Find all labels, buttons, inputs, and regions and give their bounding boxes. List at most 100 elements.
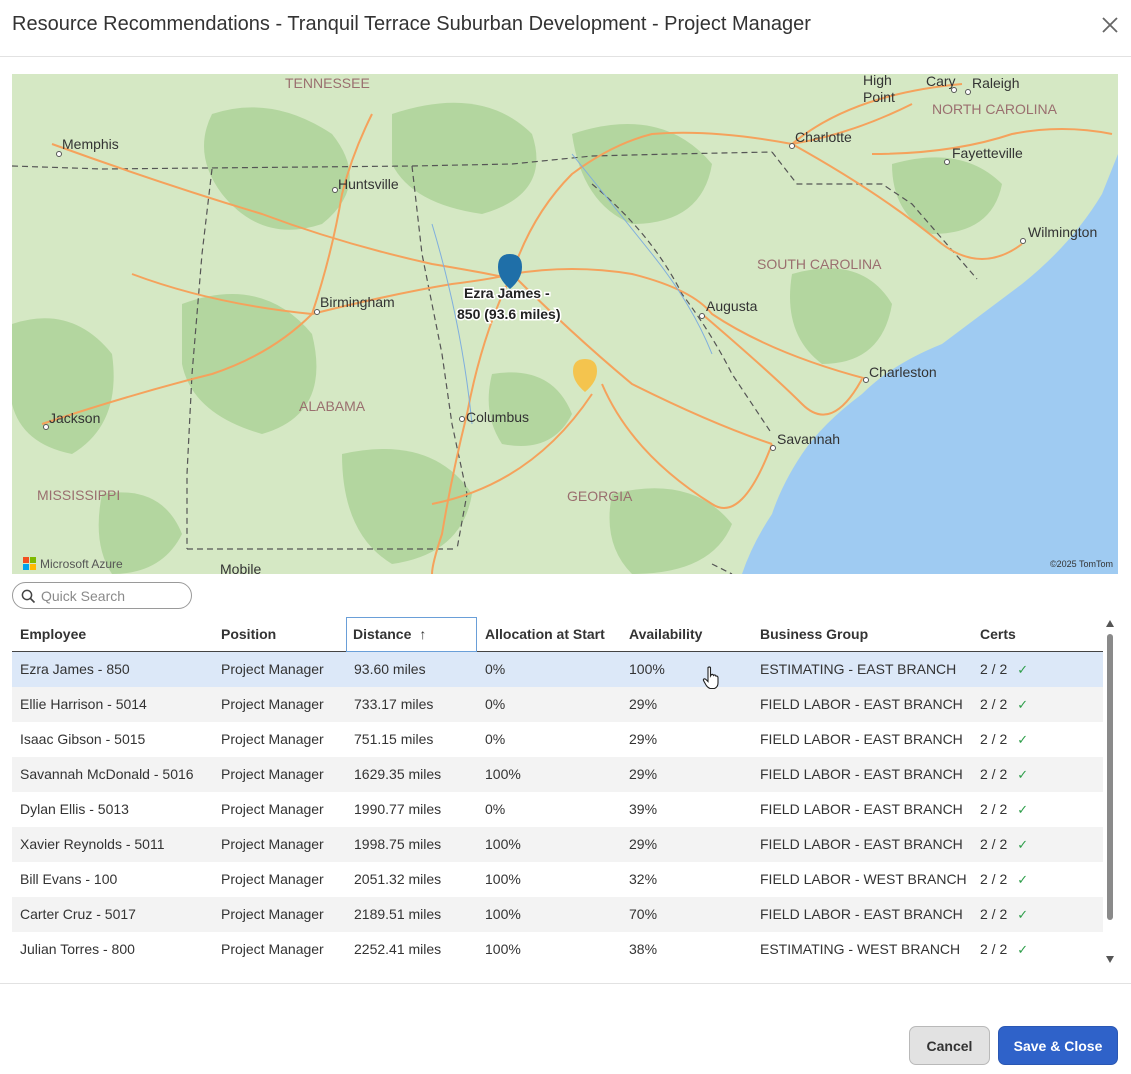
column-header-business-group[interactable]: Business Group xyxy=(752,617,972,652)
check-icon: ✓ xyxy=(1017,872,1029,887)
cell-position-text: Project Manager xyxy=(221,801,324,817)
cell-distance: 1998.75 miles xyxy=(346,827,441,862)
cell-business-group-text: FIELD LABOR - EAST BRANCH xyxy=(760,766,963,782)
map-attribution-left: Microsoft Azure xyxy=(40,557,123,571)
table-row[interactable]: Bill Evans - 100 Project Manager 2051.32 m… xyxy=(12,862,1103,897)
map-label-cary: Cary xyxy=(926,74,956,89)
quick-search[interactable] xyxy=(12,582,192,609)
resource-table: Employee Position Distance ↑ Allocation a… xyxy=(12,617,1103,967)
cell-distance-text: 2189.51 miles xyxy=(354,906,442,922)
map-canvas: TENNESSEE NORTH CAROLINA SOUTH CAROLINA … xyxy=(12,74,1118,574)
cell-distance-text: 751.15 miles xyxy=(354,731,434,747)
cell-certs: 2 / 2 ✓ xyxy=(972,827,1028,862)
cell-distance-text: 1990.77 miles xyxy=(354,801,442,817)
microsoft-logo-icon xyxy=(23,557,36,570)
table-row[interactable]: Isaac Gibson - 5015 Project Manager 751.15… xyxy=(12,722,1103,757)
map-label-savannah: Savannah xyxy=(777,431,840,447)
footer-divider xyxy=(0,983,1131,984)
cell-position: Project Manager xyxy=(213,862,324,897)
cell-distance-text: 733.17 miles xyxy=(354,696,434,712)
map-label-augusta: Augusta xyxy=(706,298,758,314)
column-header-distance-label: Distance xyxy=(353,626,412,642)
cell-business-group: FIELD LABOR - EAST BRANCH xyxy=(752,827,963,862)
map-view[interactable]: TENNESSEE NORTH CAROLINA SOUTH CAROLINA … xyxy=(12,74,1118,574)
map-label-alabama: ALABAMA xyxy=(299,398,366,414)
map-label-point: Point xyxy=(863,89,895,105)
map-label-memphis: Memphis xyxy=(62,136,119,152)
column-header-business-group-label: Business Group xyxy=(760,626,869,642)
map-marker-primary[interactable]: Ezra James - 850 (93.6 miles) xyxy=(456,254,562,324)
cell-allocation-text: 100% xyxy=(485,871,521,887)
scroll-down-icon[interactable] xyxy=(1106,956,1114,963)
cell-allocation: 0% xyxy=(477,792,505,827)
cell-distance: 1629.35 miles xyxy=(346,757,441,792)
cell-position: Project Manager xyxy=(213,687,324,722)
cell-availability: 100% xyxy=(621,652,665,687)
cell-availability: 29% xyxy=(621,687,657,722)
cell-allocation: 100% xyxy=(477,827,521,862)
table-row[interactable]: Savannah McDonald - 5016 Project Manager 1… xyxy=(12,757,1103,792)
cell-business-group-text: ESTIMATING - WEST BRANCH xyxy=(760,941,961,957)
save-and-close-button[interactable]: Save & Close xyxy=(998,1026,1118,1065)
map-label-mississippi: MISSISSIPPI xyxy=(37,487,120,503)
cell-certs-text: 2 / 2 xyxy=(980,941,1008,957)
cell-distance-text: 2051.32 miles xyxy=(354,871,442,887)
column-header-allocation[interactable]: Allocation at Start xyxy=(477,617,621,652)
cell-employee: Ellie Harrison - 5014 xyxy=(12,687,147,722)
cell-allocation-text: 0% xyxy=(485,801,506,817)
cell-allocation-text: 0% xyxy=(485,661,506,677)
cell-certs-text: 2 / 2 xyxy=(980,766,1008,782)
cell-distance-text: 93.60 miles xyxy=(354,661,426,677)
map-marker-project[interactable] xyxy=(573,359,597,392)
cell-availability: 32% xyxy=(621,862,657,897)
cell-distance: 93.60 miles xyxy=(346,652,426,687)
column-header-availability-label: Availability xyxy=(629,626,703,642)
scrollbar-thumb[interactable] xyxy=(1107,634,1113,920)
column-header-certs[interactable]: Certs xyxy=(972,617,1103,652)
cell-business-group: FIELD LABOR - EAST BRANCH xyxy=(752,792,963,827)
cell-business-group: ESTIMATING - WEST BRANCH xyxy=(752,932,960,967)
scroll-up-icon[interactable] xyxy=(1106,620,1114,627)
cell-employee-text: Dylan Ellis - 5013 xyxy=(20,801,129,817)
quick-search-input[interactable] xyxy=(41,586,187,606)
map-label-raleigh: Raleigh xyxy=(972,75,1019,91)
column-header-position[interactable]: Position xyxy=(213,617,346,652)
cell-employee: Carter Cruz - 5017 xyxy=(12,897,136,932)
column-header-availability[interactable]: Availability xyxy=(621,617,752,652)
cell-availability: 39% xyxy=(621,792,657,827)
table-row[interactable]: Julian Torres - 800 Project Manager 2252.4… xyxy=(12,932,1103,967)
cell-availability-text: 100% xyxy=(629,661,665,677)
cell-business-group: FIELD LABOR - EAST BRANCH xyxy=(752,897,963,932)
cell-distance: 733.17 miles xyxy=(346,687,433,722)
column-header-allocation-label: Allocation at Start xyxy=(485,626,605,642)
table-scrollbar[interactable] xyxy=(1104,620,1116,965)
cell-distance-text: 1629.35 miles xyxy=(354,766,442,782)
column-header-distance[interactable]: Distance ↑ xyxy=(346,617,477,652)
cell-business-group: FIELD LABOR - EAST BRANCH xyxy=(752,757,963,792)
table-row[interactable]: Dylan Ellis - 5013 Project Manager 1990.77… xyxy=(12,792,1103,827)
cell-availability: 29% xyxy=(621,827,657,862)
cell-business-group-text: FIELD LABOR - EAST BRANCH xyxy=(760,836,963,852)
cell-position-text: Project Manager xyxy=(221,906,324,922)
cell-business-group-text: FIELD LABOR - EAST BRANCH xyxy=(760,801,963,817)
cell-availability-text: 29% xyxy=(629,696,658,712)
cell-business-group: FIELD LABOR - WEST BRANCH xyxy=(752,862,967,897)
column-header-employee[interactable]: Employee xyxy=(12,617,213,652)
cell-distance-text: 2252.41 miles xyxy=(354,941,442,957)
close-icon[interactable] xyxy=(1101,16,1119,34)
cell-allocation-text: 100% xyxy=(485,766,521,782)
table-row[interactable]: Ellie Harrison - 5014 Project Manager 733.… xyxy=(12,687,1103,722)
cell-allocation: 0% xyxy=(477,652,505,687)
table-row[interactable]: Ezra James - 850 Project Manager 93.60 mil… xyxy=(12,652,1103,687)
cell-employee: Dylan Ellis - 5013 xyxy=(12,792,129,827)
map-label-huntsville: Huntsville xyxy=(338,176,399,192)
cell-position-text: Project Manager xyxy=(221,731,324,747)
cell-business-group: ESTIMATING - EAST BRANCH xyxy=(752,652,956,687)
table-row[interactable]: Carter Cruz - 5017 Project Manager 2189.51… xyxy=(12,897,1103,932)
cell-business-group: FIELD LABOR - EAST BRANCH xyxy=(752,687,963,722)
cancel-button[interactable]: Cancel xyxy=(909,1026,990,1065)
cell-position: Project Manager xyxy=(213,722,324,757)
cell-allocation: 100% xyxy=(477,897,521,932)
map-label-birmingham: Birmingham xyxy=(320,294,395,310)
table-row[interactable]: Xavier Reynolds - 5011 Project Manager 199… xyxy=(12,827,1103,862)
